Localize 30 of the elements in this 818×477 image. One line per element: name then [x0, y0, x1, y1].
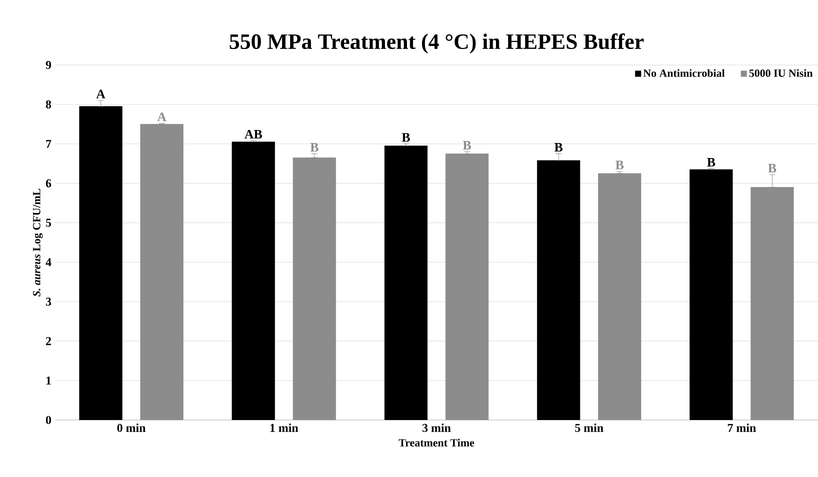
data-label: B: [402, 133, 410, 142]
data-label: B: [707, 158, 716, 167]
x-tick-label: 5 min: [575, 424, 604, 432]
y-axis-title: S. aureus Log CFU/mL: [32, 188, 43, 296]
data-label: B: [462, 141, 471, 150]
legend-label: No Antimicrobial: [643, 69, 725, 77]
data-label: A: [157, 112, 166, 122]
x-tick-label: 3 min: [422, 424, 451, 432]
y-tick-label: 6: [46, 179, 52, 188]
y-tick-label: 3: [46, 298, 52, 306]
data-label: B: [554, 143, 563, 152]
y-tick-label: 9: [46, 60, 52, 70]
data-label: B: [768, 164, 776, 172]
data-label: B: [310, 143, 318, 152]
y-tick-label: 8: [46, 100, 52, 108]
data-label: B: [616, 160, 624, 170]
legend-label: 5000 IU Nisin: [749, 69, 813, 77]
y-tick-label: 0: [46, 416, 52, 424]
y-tick-label: 1: [46, 376, 51, 385]
x-axis-title: Treatment Time: [398, 438, 474, 446]
chart-title: 550 MPa Treatment (4 °C) in HEPES Buffer: [230, 33, 644, 54]
data-label: AB: [244, 130, 262, 139]
y-tick-label: 4: [46, 258, 52, 266]
y-tick-label: 5: [46, 218, 52, 227]
x-tick-label: 7 min: [728, 424, 756, 432]
data-label: A: [96, 90, 106, 98]
x-tick-label: 0 min: [117, 424, 146, 432]
y-tick-label: 2: [46, 337, 51, 346]
y-tick-label: 7: [46, 140, 52, 148]
x-tick-label: 1 min: [270, 424, 298, 432]
